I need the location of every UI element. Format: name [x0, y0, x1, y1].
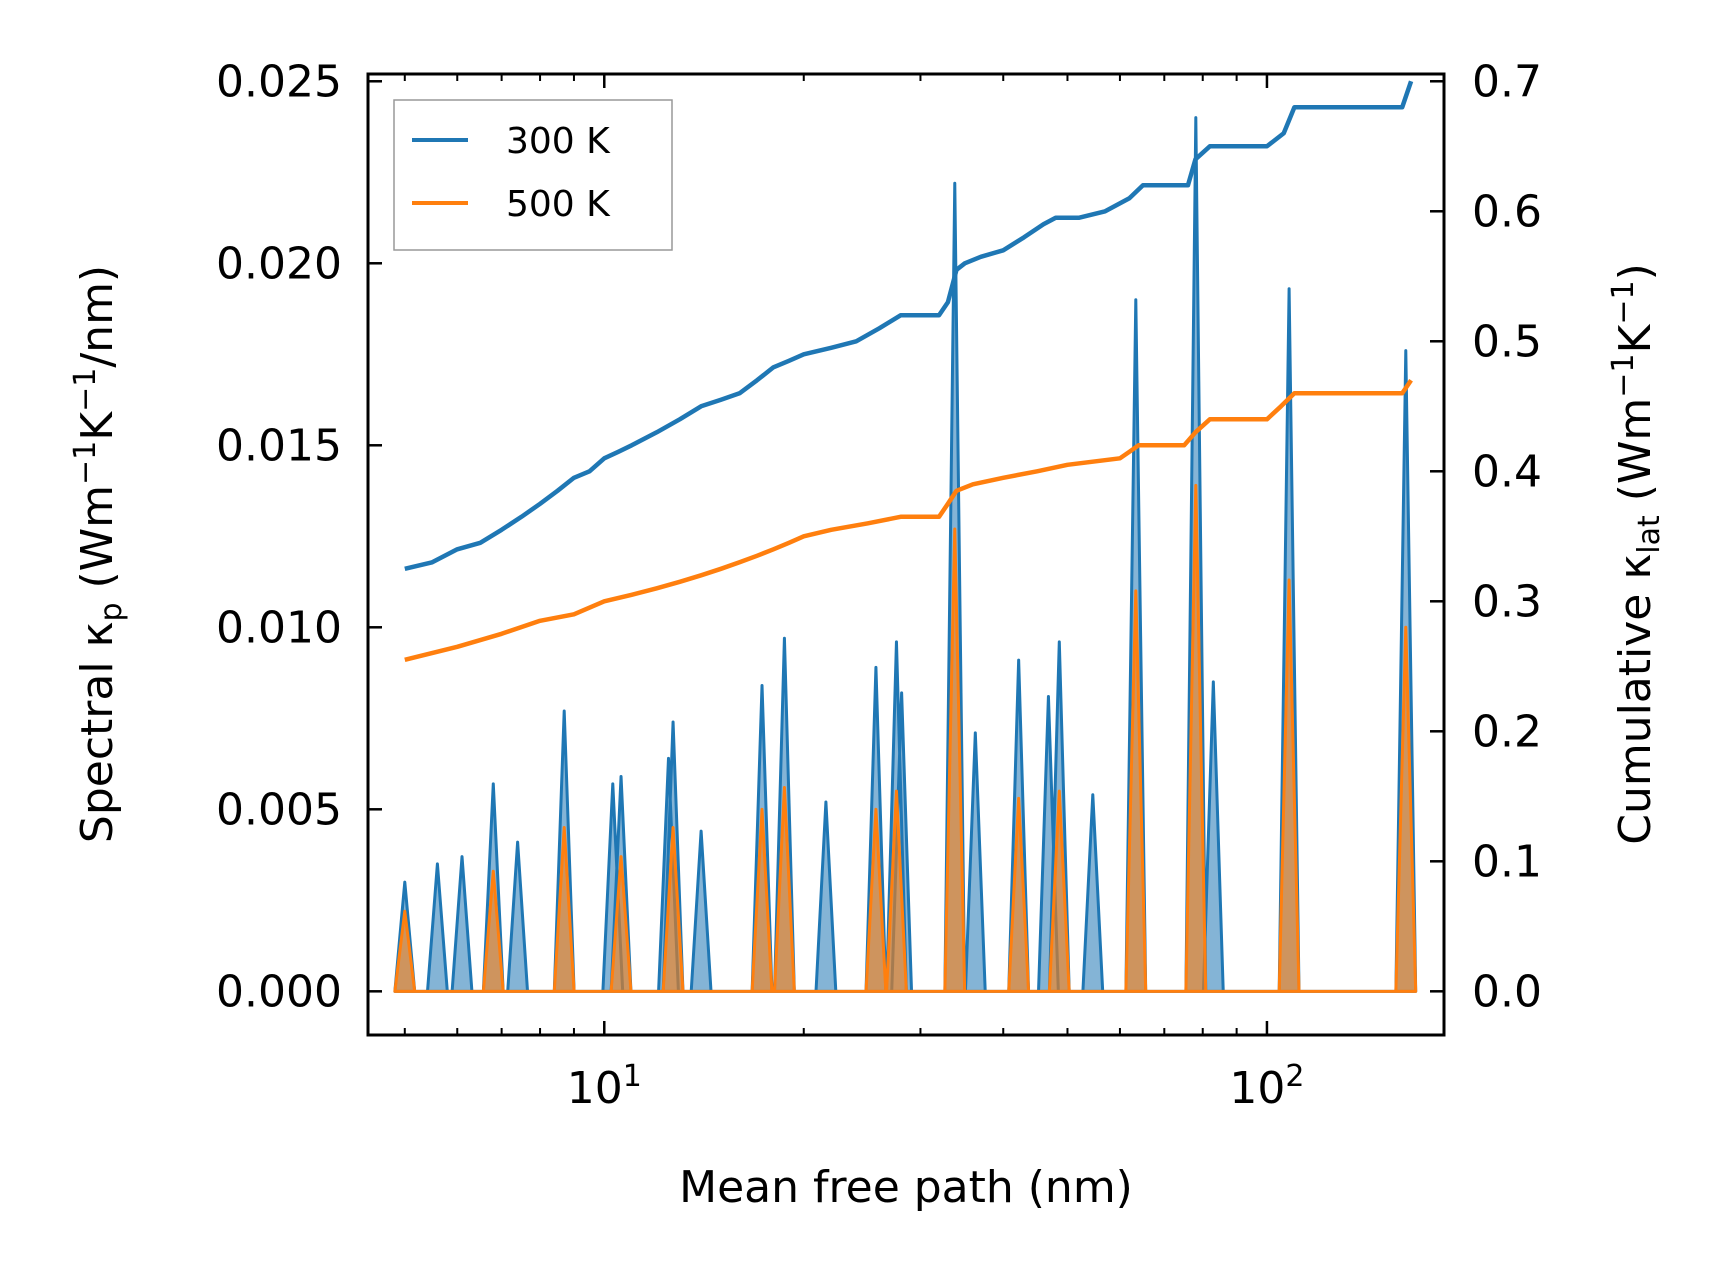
cumulative-line-300k: [404, 80, 1414, 571]
left-y-tick-label: 0.010: [216, 602, 342, 653]
spectral-area-500k: [393, 483, 1418, 993]
left-y-axis-label: Spectral κp (Wm−1K−1/nm): [68, 265, 130, 843]
right-y-tick-label: 0.4: [1472, 446, 1542, 497]
left-ylabel-units-close: /nm): [72, 265, 123, 368]
right-y-tick-label: 0.0: [1472, 966, 1542, 1017]
right-y-axis-label: Cumulative κlat (Wm−1K−1): [1606, 263, 1668, 845]
right-ylabel-main: Cumulative κ: [1610, 554, 1661, 845]
tick-layer: 0.000 0.005 0.010 0.015 0.020 0.025 0.0 0.1 0.2 0…: [216, 56, 1542, 1114]
right-y-tick-label: 0.7: [1472, 56, 1542, 107]
left-y-tick-label: 0.025: [216, 56, 342, 107]
legend-box: [393, 99, 673, 251]
legend-label-500k: 500 K: [506, 184, 611, 225]
x-tick-label: 101: [567, 1059, 642, 1115]
right-y-tick-label: 0.3: [1472, 576, 1542, 627]
x-axis-label: Mean free path (nm): [679, 1162, 1133, 1213]
left-y-tick-label: 0.015: [216, 420, 342, 471]
cumulative-line-layer: [404, 80, 1414, 662]
right-y-tick-label: 0.5: [1472, 316, 1542, 367]
right-ylabel-units-mid: K: [1610, 323, 1661, 353]
left-ylabel-exp2: −1: [68, 368, 103, 412]
right-ylabel-units-open: (Wm: [1610, 398, 1661, 516]
left-y-tick-label: 0.000: [216, 966, 342, 1017]
spectral-fill-layer: [393, 116, 1418, 993]
x-tick-label: 102: [1229, 1059, 1304, 1115]
legend-label-300k: 300 K: [506, 121, 611, 162]
left-ylabel-units-open: (Wm: [72, 485, 123, 603]
left-y-tick-label: 0.020: [216, 238, 342, 289]
right-ylabel-exp1: −1: [1606, 353, 1641, 397]
left-ylabel-main: Spectral κ: [72, 622, 123, 844]
left-y-tick-label: 0.005: [216, 784, 342, 835]
right-ylabel-exp2: −1: [1606, 280, 1641, 324]
left-ylabel-sub: p: [94, 602, 129, 621]
legend: 300 K 500 K: [393, 99, 673, 251]
right-y-tick-label: 0.2: [1472, 706, 1542, 757]
right-y-tick-label: 0.6: [1472, 186, 1542, 237]
right-y-tick-label: 0.1: [1472, 836, 1542, 887]
left-ylabel-units-mid: K: [72, 411, 123, 441]
left-ylabel-exp1: −1: [68, 441, 103, 485]
right-ylabel-units-close: ): [1610, 263, 1661, 280]
right-ylabel-sub: lat: [1632, 515, 1667, 554]
plot-frame: [366, 72, 1446, 1037]
cumulative-line-500k: [404, 379, 1413, 662]
